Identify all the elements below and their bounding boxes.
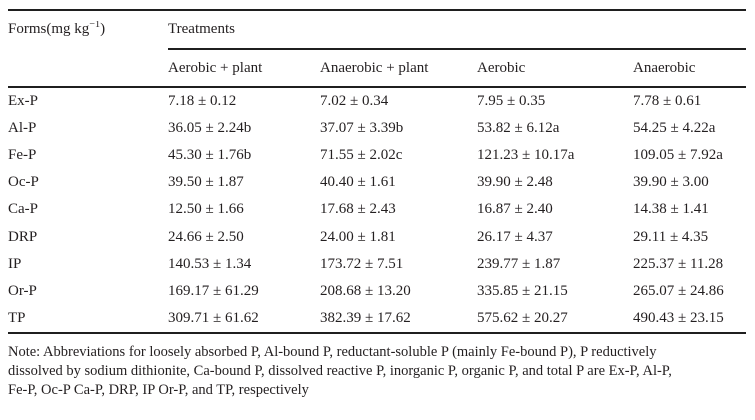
value-cell: 239.77 ± 1.87	[477, 255, 561, 272]
treatments-spanner-rule	[168, 48, 746, 50]
table-row: Oc-P 39.50 ± 1.87 40.40 ± 1.61 39.90 ± 2…	[8, 169, 746, 196]
row-label: Ex-P	[8, 93, 38, 110]
value-cell: 208.68 ± 13.20	[320, 282, 411, 299]
value-cell: 37.07 ± 3.39b	[320, 120, 404, 137]
table-row: TP 309.71 ± 61.62 382.39 ± 17.62 575.62 …	[8, 305, 746, 332]
column-header-aerobic-plant: Aerobic + plant	[168, 59, 263, 76]
value-cell: 12.50 ± 1.66	[168, 201, 244, 218]
value-cell: 14.38 ± 1.41	[633, 201, 709, 218]
note-line: dissolved by sodium dithionite, Ca-bound…	[8, 363, 672, 380]
value-cell: 39.90 ± 3.00	[633, 174, 709, 191]
forms-header-text: Forms(mg kg	[8, 21, 90, 37]
value-cell: 265.07 ± 24.86	[633, 282, 724, 299]
value-cell: 7.78 ± 0.61	[633, 93, 702, 110]
row-label: IP	[8, 255, 22, 272]
forms-header-suffix: )	[100, 21, 106, 37]
value-cell: 309.71 ± 61.62	[168, 309, 259, 326]
value-cell: 7.95 ± 0.35	[477, 93, 546, 110]
table-mid-rule	[8, 86, 746, 88]
value-cell: 169.17 ± 61.29	[168, 282, 259, 299]
row-label: Al-P	[8, 120, 37, 137]
row-label: Fe-P	[8, 147, 37, 164]
forms-header-superscript: −1	[89, 21, 101, 30]
value-cell: 121.23 ± 10.17a	[477, 147, 575, 164]
row-label: Or-P	[8, 282, 37, 299]
value-cell: 7.18 ± 0.12	[168, 93, 237, 110]
table-header-row-2: Aerobic + plant Anaerobic + plant Aerobi…	[8, 50, 746, 86]
value-cell: 490.43 ± 23.15	[633, 309, 724, 326]
value-cell: 109.05 ± 7.92a	[633, 147, 723, 164]
table-header-row-1: Forms(mg kg−1) Treatments	[8, 11, 746, 48]
value-cell: 71.55 ± 2.02c	[320, 147, 403, 164]
value-cell: 29.11 ± 4.35	[633, 228, 709, 245]
value-cell: 53.82 ± 6.12a	[477, 120, 560, 137]
note-line: Note: Abbreviations for loosely absorbed…	[8, 343, 657, 360]
treatments-spanner-header: Treatments	[168, 21, 235, 37]
column-header-anaerobic-plant: Anaerobic + plant	[320, 59, 429, 76]
table-row: IP 140.53 ± 1.34 173.72 ± 7.51 239.77 ± …	[8, 251, 746, 278]
value-cell: 54.25 ± 4.22a	[633, 120, 716, 137]
row-label: DRP	[8, 228, 38, 245]
table-row: DRP 24.66 ± 2.50 24.00 ± 1.81 26.17 ± 4.…	[8, 223, 746, 250]
value-cell: 225.37 ± 11.28	[633, 255, 724, 272]
table-top-rule	[8, 9, 746, 11]
table-row: Ca-P 12.50 ± 1.66 17.68 ± 2.43 16.87 ± 2…	[8, 196, 746, 223]
value-cell: 45.30 ± 1.76b	[168, 147, 252, 164]
phosphorus-forms-table-figure: Forms(mg kg−1) Treatments Aerobic + plan…	[0, 9, 755, 420]
value-cell: 575.62 ± 20.27	[477, 309, 568, 326]
table-row: Al-P 36.05 ± 2.24b 37.07 ± 3.39b 53.82 ±…	[8, 115, 746, 142]
column-header-aerobic: Aerobic	[477, 59, 526, 76]
table-note: Note: Abbreviations for loosely absorbed…	[8, 343, 746, 401]
value-cell: 382.39 ± 17.62	[320, 309, 411, 326]
value-cell: 335.85 ± 21.15	[477, 282, 568, 299]
value-cell: 17.68 ± 2.43	[320, 201, 396, 218]
value-cell: 140.53 ± 1.34	[168, 255, 252, 272]
value-cell: 36.05 ± 2.24b	[168, 120, 252, 137]
forms-column-header: Forms(mg kg−1)	[8, 21, 168, 38]
table-row: Or-P 169.17 ± 61.29 208.68 ± 13.20 335.8…	[8, 278, 746, 305]
value-cell: 24.66 ± 2.50	[168, 228, 244, 245]
table-bottom-rule	[8, 331, 746, 334]
table-row: Ex-P 7.18 ± 0.12 7.02 ± 0.34 7.95 ± 0.35…	[8, 88, 746, 115]
value-cell: 7.02 ± 0.34	[320, 93, 389, 110]
value-cell: 24.00 ± 1.81	[320, 228, 396, 245]
value-cell: 40.40 ± 1.61	[320, 174, 396, 191]
row-label: Ca-P	[8, 201, 38, 218]
table-body: Ex-P 7.18 ± 0.12 7.02 ± 0.34 7.95 ± 0.35…	[8, 88, 746, 332]
value-cell: 39.50 ± 1.87	[168, 174, 244, 191]
column-header-anaerobic: Anaerobic	[633, 59, 696, 76]
row-label: Oc-P	[8, 174, 39, 191]
note-line: Fe-P, Oc-P Ca-P, DRP, IP Or-P, and TP, r…	[8, 382, 309, 399]
table-row: Fe-P 45.30 ± 1.76b 71.55 ± 2.02c 121.23 …	[8, 142, 746, 169]
row-label: TP	[8, 309, 26, 326]
value-cell: 16.87 ± 2.40	[477, 201, 553, 218]
value-cell: 26.17 ± 4.37	[477, 228, 553, 245]
value-cell: 39.90 ± 2.48	[477, 174, 553, 191]
value-cell: 173.72 ± 7.51	[320, 255, 404, 272]
